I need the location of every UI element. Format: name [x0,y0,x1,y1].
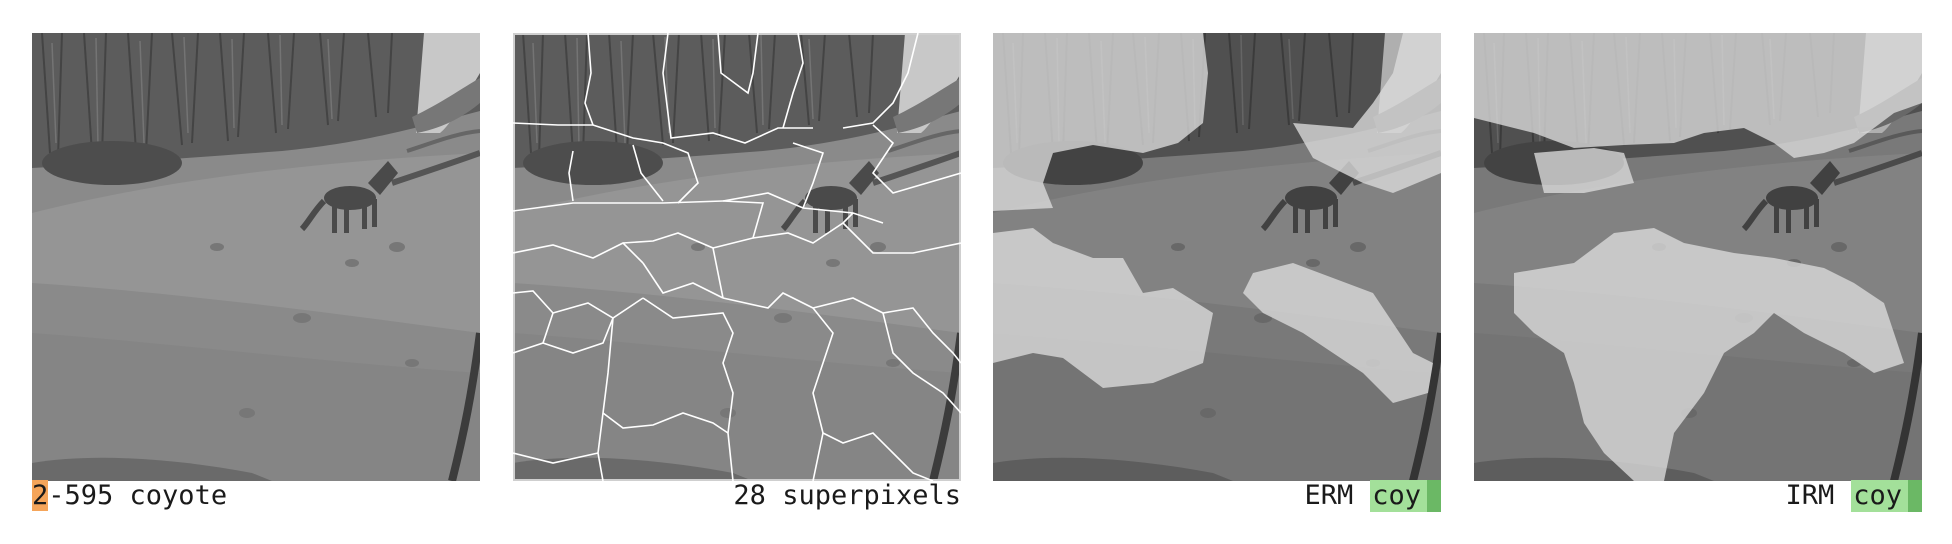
irm-prediction-badge: coy [1851,480,1922,512]
erm-prediction-bar [1427,480,1441,512]
image-id-label: -595 coyote [48,480,228,511]
erm-explanation-image [993,33,1441,481]
irm-selected-regions [1474,33,1922,481]
erm-caption: ERM coy [993,478,1441,514]
superpixel-image [513,33,961,481]
irm-explanation-image [1474,33,1922,481]
erm-prediction-label: coy [1370,480,1427,512]
irm-prediction-label: coy [1851,480,1908,512]
image-id-caption: 2-595 coyote [32,478,227,514]
original-image [32,33,480,481]
irm-caption: IRM coy [1474,478,1922,514]
superpixel-count-caption: 28 superpixels [733,480,961,511]
superpixel-boundaries [513,33,961,481]
image-id-highlight: 2 [32,480,49,511]
irm-method-label: IRM [1785,480,1835,511]
irm-prediction-bar [1908,480,1922,512]
erm-selected-regions [993,33,1441,403]
erm-method-label: ERM [1304,480,1354,511]
erm-prediction-badge: coy [1370,480,1441,512]
